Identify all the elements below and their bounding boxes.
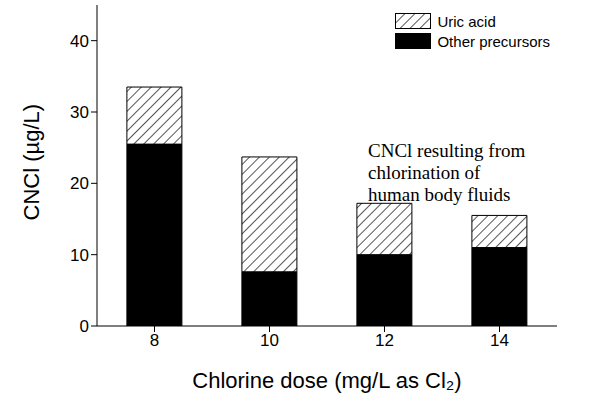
svg-text:10: 10 xyxy=(260,331,279,350)
html-text:CNCl resulting from: CNCl resulting from xyxy=(368,140,526,161)
html-text:chlorination of: chlorination of xyxy=(368,162,481,183)
html-text:Uric acid: Uric acid xyxy=(437,12,496,30)
svg-text:0: 0 xyxy=(80,317,89,336)
svg-text:40: 40 xyxy=(70,32,89,51)
html-text:Other precursors: Other precursors xyxy=(437,32,550,50)
svg-text:10: 10 xyxy=(70,246,89,265)
svg-text:CNCl (µg/L): CNCl (µg/L) xyxy=(19,104,44,221)
svg-text:14: 14 xyxy=(490,331,509,350)
svg-text:Chlorine dose (mg/L as Cl₂): Chlorine dose (mg/L as Cl₂) xyxy=(192,368,461,393)
svg-text:12: 12 xyxy=(375,331,394,350)
svg-text:30: 30 xyxy=(70,103,89,122)
svg-text:8: 8 xyxy=(150,331,159,350)
svg-text:20: 20 xyxy=(70,174,89,193)
html-text:human body fluids: human body fluids xyxy=(368,184,511,205)
